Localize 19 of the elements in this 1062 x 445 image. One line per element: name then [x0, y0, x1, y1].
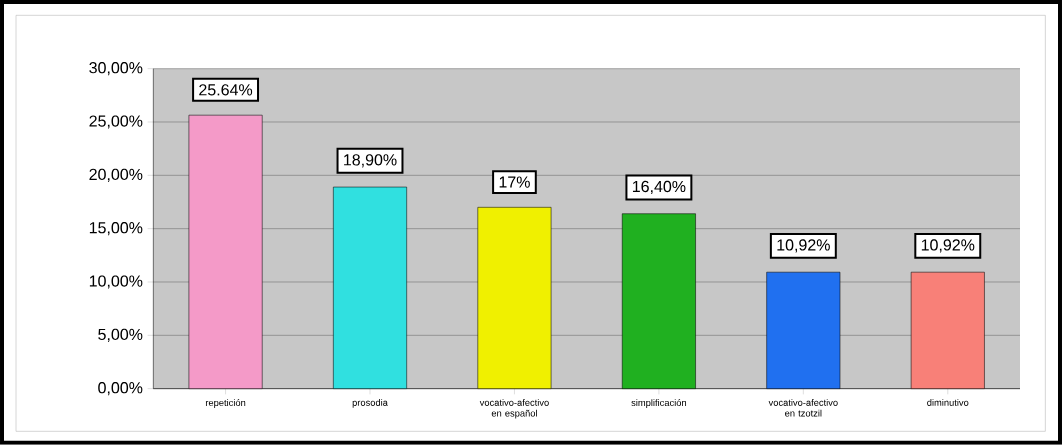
- data-label: 16,40%: [632, 181, 686, 195]
- y-tick-label: 10,00%: [89, 275, 143, 289]
- y-tick-label: 0,00%: [98, 382, 143, 396]
- x-tick-label: repetición: [205, 399, 246, 409]
- x-tick-label: vocativo-afectivo en español: [479, 399, 549, 419]
- y-tick-label: 5,00%: [98, 328, 143, 343]
- y-tick-label: 15,00%: [89, 222, 143, 236]
- x-tick-label: vocativo-afectivo en tzotzil: [768, 399, 838, 417]
- data-label: 25.64%: [199, 84, 253, 96]
- y-tick-label: 30,00%: [89, 62, 143, 76]
- data-label: 18,90%: [344, 154, 397, 168]
- x-tick-label: prosodia: [352, 399, 388, 408]
- y-tick-label: 25,00%: [89, 115, 143, 129]
- x-tick-label: diminutivo: [927, 399, 969, 407]
- data-label: 17%: [499, 176, 530, 188]
- y-tick-label: 20,00%: [89, 168, 143, 183]
- x-tick-label: simplificación: [631, 399, 687, 409]
- data-label: 10,92%: [777, 239, 830, 253]
- data-label: 10,92%: [921, 239, 975, 253]
